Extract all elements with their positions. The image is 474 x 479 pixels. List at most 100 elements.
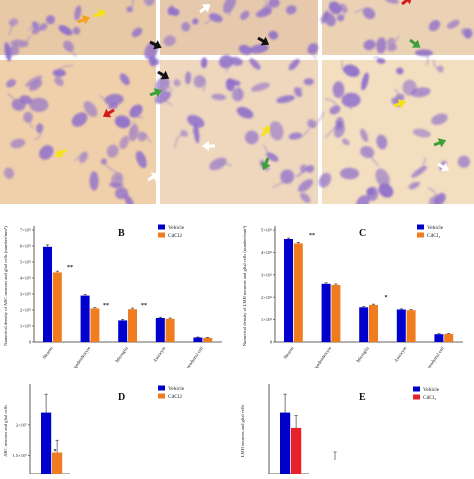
stained-cell	[249, 58, 261, 70]
chart-c-svg: Numerical density of LMH neurons and gli…	[242, 224, 463, 374]
stained-cell	[366, 186, 379, 201]
green-arrow-icon	[433, 138, 447, 148]
stained-cell	[29, 79, 43, 91]
bar	[280, 412, 291, 474]
stained-cell	[106, 144, 119, 158]
y-tick-label: 5×10⁵	[20, 260, 31, 265]
stained-cell	[386, 37, 396, 46]
stained-cell	[72, 27, 81, 35]
green-arrow-icon	[409, 38, 421, 48]
category-label: Astrocyte	[393, 346, 407, 363]
stained-cell	[155, 76, 170, 93]
cell-process	[7, 22, 15, 36]
stained-cell	[173, 79, 181, 87]
y-axis-label: Numerical density of LMH neurons and gli…	[242, 225, 247, 346]
category-label: Ependymal cell	[424, 345, 445, 368]
y-tick-label: 0	[29, 340, 32, 345]
stained-cell	[131, 27, 143, 38]
y-tick-label: 1.5×10⁷	[12, 453, 27, 458]
cell-process	[19, 35, 32, 45]
cell-process	[225, 59, 237, 72]
stained-cell	[148, 55, 157, 67]
micrograph-svg	[0, 0, 474, 204]
stained-cell	[58, 25, 73, 36]
cell-process	[6, 92, 20, 106]
stained-cell	[394, 93, 405, 102]
cell-process	[57, 64, 73, 74]
legend-swatch	[413, 394, 420, 400]
cell-process	[324, 97, 338, 111]
micrograph-tile	[322, 60, 474, 204]
yellow-arrow-icon	[93, 9, 107, 19]
stained-cell	[229, 56, 243, 66]
legend-label: CdCl₂	[423, 395, 436, 401]
cell-process	[129, 201, 133, 204]
cell-process	[204, 17, 216, 25]
green-arrow-icon	[261, 157, 271, 171]
stained-cell	[321, 10, 329, 24]
cell-process	[311, 111, 325, 128]
cell-process	[382, 179, 387, 191]
stained-cell	[31, 25, 41, 35]
chart-e-svg: LMH neurons and glial cells E Vehicle CdCl₂	[240, 384, 440, 475]
chart-d-svg: ARC neurons and glial cells 1.5×10⁷ 2×10⁷ *…	[3, 384, 185, 475]
bar	[396, 309, 406, 342]
stained-cell	[431, 113, 448, 125]
black-arrow-icon	[157, 70, 170, 80]
legend-label: CdCl₂	[427, 233, 440, 239]
significance-marker: **	[67, 265, 73, 271]
significance-marker: *	[54, 449, 57, 455]
category-label: Oligodendrocyte	[310, 346, 332, 368]
legend-swatch	[158, 224, 165, 230]
bar	[52, 272, 62, 342]
legend-label: Vehicle	[168, 225, 185, 231]
stained-cell	[460, 28, 472, 38]
legend-label: Vehicle	[168, 386, 185, 392]
stained-cell	[231, 87, 244, 102]
cell-process	[418, 157, 427, 173]
legend-label: Vehicle	[423, 387, 440, 393]
category-label: Oligodendrocyte	[69, 346, 91, 368]
bar	[331, 284, 341, 342]
bar	[41, 412, 52, 474]
stained-cell	[244, 130, 259, 145]
stained-cell	[114, 187, 129, 200]
stained-cell	[288, 58, 300, 71]
stained-cell	[167, 7, 180, 16]
cell-process	[263, 144, 273, 158]
significance-marker: **	[141, 303, 147, 309]
chart-panel-c: Numerical density of LMH neurons and gli…	[237, 208, 474, 374]
stained-cell	[428, 195, 439, 204]
cell-process	[115, 175, 123, 181]
stained-cell	[5, 79, 17, 88]
stained-cell	[428, 19, 441, 32]
white-arrow-icon	[199, 4, 211, 14]
stained-cell	[119, 73, 130, 86]
yellow-arrow-icon	[393, 99, 407, 109]
red-arrow-icon	[102, 108, 115, 118]
bar	[165, 318, 175, 342]
significance-marker: *	[385, 295, 388, 301]
stained-cell	[269, 121, 284, 141]
bar	[43, 246, 52, 342]
legend-swatch	[417, 224, 424, 230]
stained-cell	[268, 30, 279, 40]
cell-process	[263, 0, 268, 10]
cell-process	[174, 132, 185, 148]
stained-cell	[446, 19, 460, 29]
cell-process	[341, 60, 352, 74]
cell-process	[162, 82, 173, 93]
cell-process	[134, 110, 143, 119]
cell-process	[26, 116, 34, 129]
chart-panel-d: ARC neurons and glial cells 1.5×10⁷ 2×10⁷ *…	[0, 380, 237, 475]
stained-cell	[10, 138, 26, 149]
cell-process	[353, 8, 370, 14]
panel-letter: E	[359, 392, 366, 403]
stained-cell	[200, 57, 208, 69]
bar	[203, 337, 213, 342]
panel-letter: B	[118, 228, 125, 239]
stained-cell	[187, 114, 205, 128]
stained-cell	[276, 95, 295, 104]
stained-cell	[184, 71, 192, 85]
cell-process	[131, 120, 136, 135]
